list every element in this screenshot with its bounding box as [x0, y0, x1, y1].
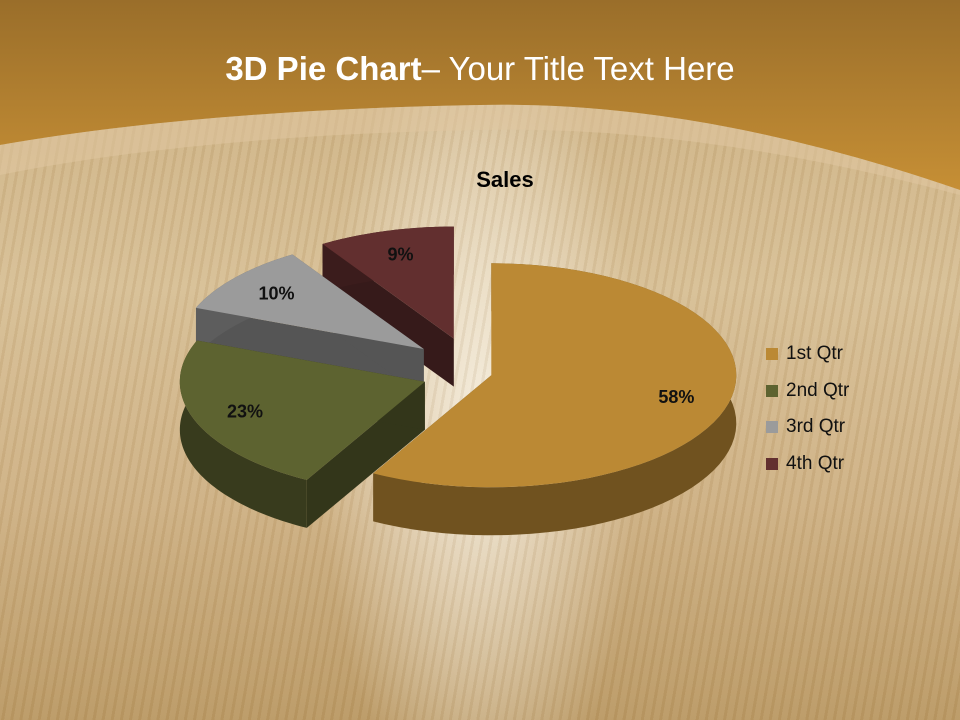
data-label: 9% — [387, 245, 413, 265]
slice-outer-wall — [179, 340, 307, 528]
pie-slice-1[interactable] — [373, 263, 737, 488]
data-label: 23% — [227, 401, 263, 421]
legend-label: 1st Qtr — [786, 343, 844, 365]
header-band — [0, 0, 960, 195]
data-label: 10% — [259, 283, 295, 303]
legend-swatch — [766, 348, 778, 361]
title-bold: 3D Pie Chart — [225, 50, 422, 87]
pie-slice-2[interactable] — [179, 340, 425, 480]
legend-item: 4th Qtr — [766, 446, 849, 483]
legend: 1st Qtr 2nd Qtr 3rd Qtr 4th Qtr — [766, 336, 849, 482]
legend-label: 3rd Qtr — [786, 416, 846, 438]
legend-item: 2nd Qtr — [766, 373, 849, 410]
chart-title: Sales — [476, 167, 534, 192]
pie-slice-3[interactable] — [195, 254, 424, 350]
legend-swatch — [766, 457, 778, 470]
legend-label: 2nd Qtr — [786, 379, 850, 401]
data-label: 58% — [658, 387, 694, 407]
legend-label: 4th Qtr — [786, 452, 845, 474]
legend-swatch — [766, 421, 778, 434]
legend-item: 1st Qtr — [766, 336, 849, 373]
slide-title: 3D Pie Chart– Your Title Text Here — [0, 50, 960, 88]
legend-swatch — [766, 384, 778, 397]
title-rest: – Your Title Text Here — [421, 50, 735, 87]
legend-item: 3rd Qtr — [766, 409, 849, 446]
pie-slice-4[interactable] — [322, 226, 454, 339]
